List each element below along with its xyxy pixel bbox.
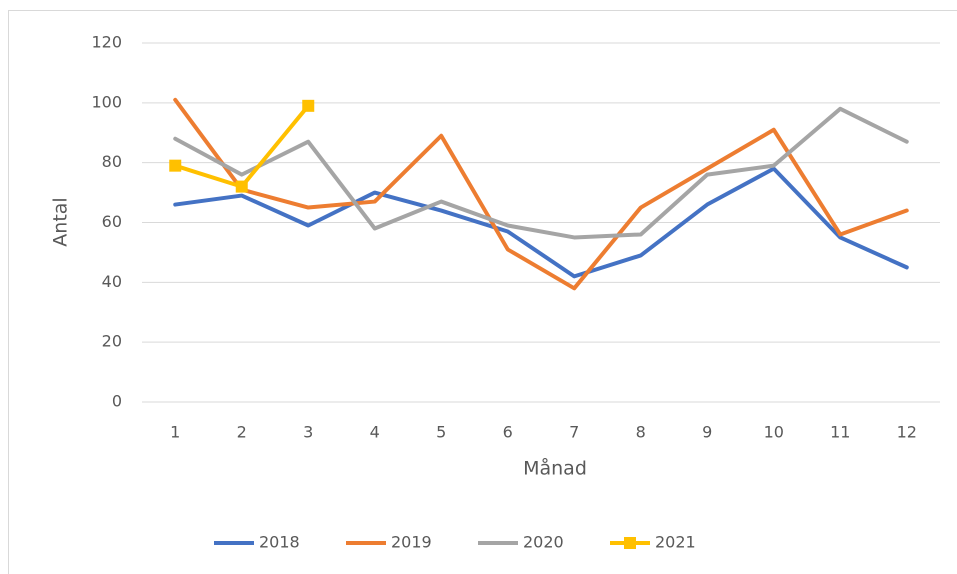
legend-label: 2018 [259, 533, 300, 552]
y-axis-title: Antal [50, 197, 72, 246]
x-tick-label: 9 [702, 423, 712, 442]
x-tick-label: 3 [303, 423, 313, 442]
point-marker [302, 99, 315, 112]
chart-frame [8, 10, 957, 574]
x-tick-label: 6 [503, 423, 513, 442]
y-tick-label: 100 [91, 92, 122, 111]
x-tick-label: 12 [897, 423, 917, 442]
x-tick-label: 5 [436, 423, 446, 442]
x-axis-title: Månad [523, 457, 587, 480]
x-tick-label: 1 [170, 423, 180, 442]
x-tick-label: 10 [764, 423, 784, 442]
y-tick-label: 40 [102, 272, 122, 291]
legend-label: 2020 [523, 533, 564, 552]
x-tick-label: 2 [237, 423, 247, 442]
x-tick-label: 11 [830, 423, 850, 442]
point-marker [235, 180, 248, 193]
line-series [173, 106, 909, 240]
line-series [173, 166, 909, 279]
x-tick-label: 4 [370, 423, 380, 442]
y-tick-label: 120 [91, 33, 122, 52]
point-marker [169, 159, 182, 172]
y-tick-label: 0 [112, 392, 122, 411]
legend-label: 2019 [391, 533, 432, 552]
x-tick-label: 8 [636, 423, 646, 442]
y-tick-label: 80 [102, 152, 122, 171]
line-series [173, 97, 909, 291]
legend-marker [624, 537, 636, 549]
x-tick-label: 7 [569, 423, 579, 442]
legend-label: 2021 [655, 533, 696, 552]
y-tick-label: 60 [102, 212, 122, 231]
y-tick-label: 20 [102, 332, 122, 351]
